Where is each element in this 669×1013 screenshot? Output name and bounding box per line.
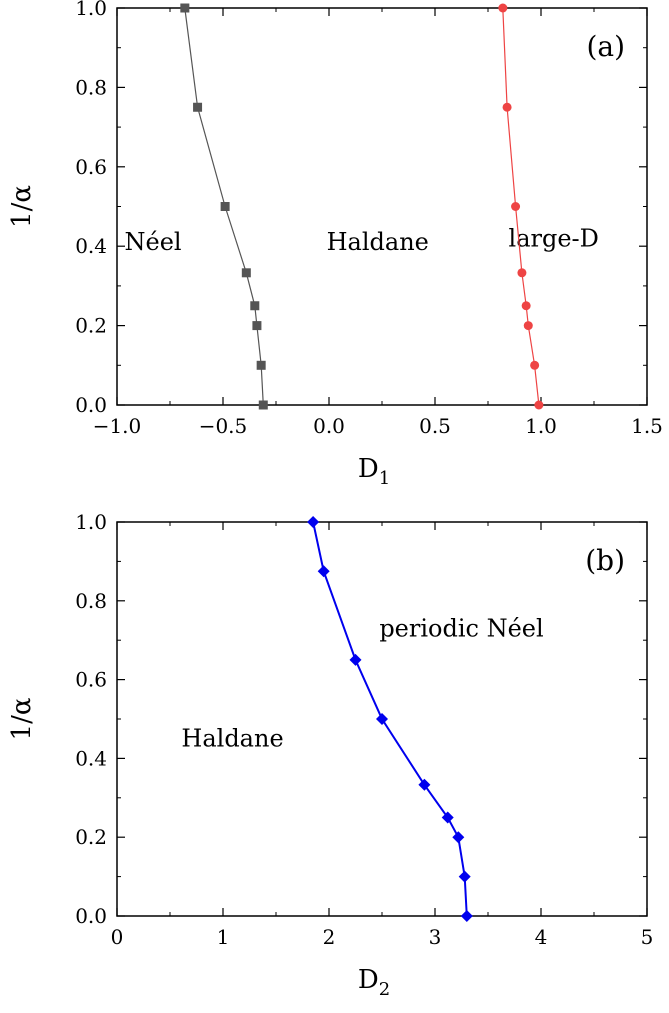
plot-frame bbox=[116, 7, 648, 406]
data-point-circle bbox=[517, 268, 527, 278]
region-label: Haldane bbox=[327, 228, 429, 256]
region-label: Néel bbox=[124, 228, 181, 256]
data-point-square bbox=[220, 202, 230, 211]
data-point-circle bbox=[523, 321, 533, 331]
data-point-diamond bbox=[349, 653, 362, 666]
data-point-diamond bbox=[418, 778, 431, 791]
x-axis-label-main: D bbox=[358, 965, 379, 995]
data-point-circle bbox=[511, 202, 521, 211]
panel-a: −1.0 −0.5 0.0 0.5 1.0 1.50.00.20.40.60.81.0D1… bbox=[7, 0, 663, 489]
x-tick-label: −0.5 bbox=[199, 414, 248, 438]
data-point-diamond bbox=[460, 910, 473, 922]
x-tick-label: 0 bbox=[111, 925, 124, 949]
x-tick-label: 0.5 bbox=[419, 414, 451, 438]
region-label: periodic Néel bbox=[379, 614, 543, 642]
y-tick-label: 1.0 bbox=[75, 0, 107, 20]
data-point-circle bbox=[530, 360, 540, 370]
x-axis-label: D1 bbox=[358, 454, 390, 489]
series-line bbox=[502, 7, 540, 406]
x-tick-label: 4 bbox=[535, 925, 548, 949]
data-point-diamond bbox=[441, 811, 454, 824]
y-tick-label: 0.4 bbox=[75, 234, 107, 258]
data-point-circle bbox=[534, 400, 544, 410]
series-line bbox=[184, 7, 264, 406]
region-label: Haldane bbox=[181, 725, 283, 753]
y-axis-label: 1/α bbox=[7, 698, 37, 741]
x-tick-label: 5 bbox=[641, 925, 654, 949]
x-tick-label: 3 bbox=[429, 925, 442, 949]
data-point-diamond bbox=[307, 516, 320, 528]
y-tick-label: 0.2 bbox=[75, 825, 107, 849]
x-tick-label: 0.0 bbox=[313, 414, 345, 438]
data-point-circle bbox=[502, 102, 512, 112]
data-point-square bbox=[241, 268, 251, 278]
y-tick-label: 0.0 bbox=[75, 393, 107, 417]
data-point-circle bbox=[521, 301, 531, 311]
data-point-diamond bbox=[376, 713, 388, 725]
panel-label: (b) bbox=[585, 544, 625, 577]
y-tick-label: 0.6 bbox=[75, 668, 107, 692]
data-point-circle bbox=[498, 3, 508, 13]
data-point-square bbox=[252, 321, 262, 331]
data-point-diamond bbox=[317, 565, 330, 578]
panel-label: (a) bbox=[586, 30, 625, 63]
x-tick-label: 1.0 bbox=[525, 414, 557, 438]
data-point-diamond bbox=[458, 870, 471, 883]
region-label: large-D bbox=[509, 224, 599, 252]
y-axis-label: 1/α bbox=[7, 185, 37, 228]
x-axis-label-subscript: 1 bbox=[379, 468, 390, 489]
y-tick-label: 1.0 bbox=[75, 510, 107, 534]
panel-b: 0 1 2 3 4 5 0.0 0.2 0.4 0.6 0.8 1.0 D2 1/α (b) Haldane p… bbox=[7, 510, 653, 1000]
data-point-square bbox=[256, 360, 266, 370]
y-tick-label: 0.6 bbox=[75, 155, 107, 179]
data-point-diamond bbox=[452, 831, 465, 844]
y-tick-label: 0.0 bbox=[75, 904, 107, 928]
data-point-square bbox=[193, 102, 203, 112]
x-axis-label-subscript: 2 bbox=[379, 979, 390, 1000]
x-tick-label: −1.0 bbox=[93, 414, 142, 438]
data-point-square bbox=[258, 400, 268, 410]
y-tick-label: 0.8 bbox=[75, 589, 107, 613]
y-tick-label: 0.8 bbox=[75, 75, 107, 99]
data-point-square bbox=[250, 301, 260, 311]
data-point-square bbox=[180, 3, 190, 13]
x-tick-label: 1 bbox=[217, 925, 230, 949]
series-line bbox=[312, 521, 468, 917]
x-tick-label: 2 bbox=[323, 925, 336, 949]
y-tick-label: 0.4 bbox=[75, 746, 107, 770]
x-tick-label: 1.5 bbox=[631, 414, 663, 438]
x-axis-label-main: D bbox=[358, 454, 379, 484]
y-tick-label: 0.2 bbox=[75, 314, 107, 338]
x-axis-label: D2 bbox=[358, 965, 390, 1000]
